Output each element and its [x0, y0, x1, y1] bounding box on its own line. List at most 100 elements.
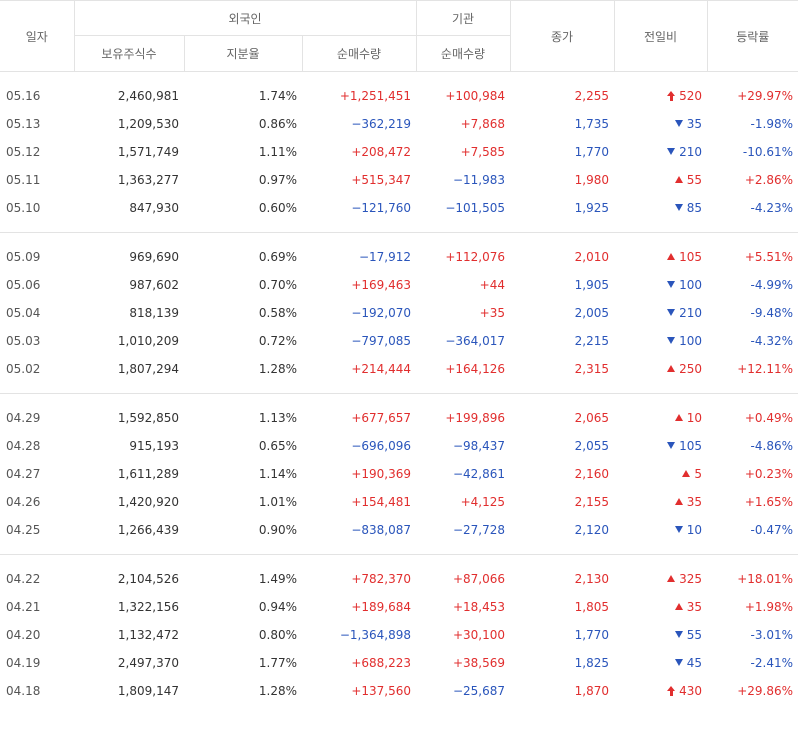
cell-holdings: 1,611,289 [117, 467, 179, 481]
arrow-up-icon [667, 686, 676, 696]
header-change: 전일비 [613, 0, 707, 72]
cell-date: 04.19 [6, 656, 41, 670]
cell-change: 325 [614, 555, 707, 594]
change-value: 10 [686, 411, 702, 425]
cell-holdings: 1,807,294 [74, 355, 184, 394]
cell-change: 55 [614, 621, 707, 649]
cell-close: 1,905 [574, 278, 609, 292]
table-row: 04.20 1,132,472 0.80% −1,364,898 +30,100 1,77… [0, 621, 798, 649]
header-share-ratio: 지분율 [183, 35, 302, 72]
cell-share-ratio: 1.13% [258, 411, 297, 425]
cell-share-ratio: 0.97% [258, 173, 297, 187]
cell-close: 2,130 [574, 572, 609, 586]
header-foreign-net: 순매수량 [301, 35, 416, 72]
investor-trading-table: 일자 외국인 기관 종가 전일비 등락률 보유주식수 지분율 순매수량 순매수량… [0, 0, 798, 705]
cell-foreign-net: −362,219 [351, 117, 411, 131]
cell-rate: +0.23% [744, 467, 793, 481]
cell-foreign-net: +189,684 [351, 600, 411, 614]
cell-change: 250 [614, 355, 707, 394]
cell-institution-net: +87,066 [452, 572, 505, 586]
cell-foreign-net: −17,912 [358, 250, 411, 264]
cell-holdings: 1,809,147 [117, 684, 179, 698]
header-institution-net: 순매수량 [415, 35, 510, 72]
cell-close: 1,770 [574, 145, 609, 159]
cell-rate: -0.47% [707, 516, 798, 555]
header-holdings: 보유주식수 [73, 35, 184, 72]
cell-rate: -2.41% [750, 656, 793, 670]
cell-close: 2,215 [574, 334, 609, 348]
table-row: 05.11 1,363,277 0.97% +515,347 −11,983 1,980 5… [0, 166, 798, 194]
table-row: 04.26 1,420,920 1.01% +154,481 +4,125 2,155 35… [0, 488, 798, 516]
change-value: 105 [679, 250, 702, 264]
cell-institution-net: +44 [479, 278, 505, 292]
triangle-up-icon [674, 414, 683, 421]
cell-institution-net: −364,017 [445, 334, 505, 348]
cell-holdings: 969,690 [129, 250, 179, 264]
cell-institution-net: −25,687 [452, 684, 505, 698]
cell-date: 05.12 [6, 145, 41, 159]
header-close: 종가 [509, 0, 614, 72]
cell-date: 05.16 [6, 89, 41, 103]
cell-foreign-net: +169,463 [351, 278, 411, 292]
cell-rate: -4.99% [750, 278, 793, 292]
change-value: 430 [679, 684, 702, 698]
cell-close: 2,065 [574, 411, 609, 425]
change-value: 520 [679, 89, 702, 103]
cell-date: 04.21 [6, 600, 41, 614]
cell-change: 10 [614, 394, 707, 433]
cell-holdings: 818,139 [129, 306, 179, 320]
change-value: 100 [679, 334, 702, 348]
cell-rate: +5.51% [744, 250, 793, 264]
cell-holdings: 1,363,277 [117, 173, 179, 187]
cell-holdings: 987,602 [129, 278, 179, 292]
table-row: 04.19 2,497,370 1.77% +688,223 +38,569 1,825 4… [0, 649, 798, 677]
cell-share-ratio: 0.72% [258, 334, 297, 348]
cell-change: 210 [614, 299, 707, 327]
cell-date: 05.11 [6, 173, 41, 187]
table-row: 05.12 1,571,749 1.11% +208,472 +7,585 1,770 21… [0, 138, 798, 166]
cell-institution-net: +199,896 [445, 411, 505, 425]
cell-close: 1,980 [574, 173, 609, 187]
cell-share-ratio: 1.11% [258, 145, 297, 159]
cell-change: 100 [614, 271, 707, 299]
cell-share-ratio: 0.60% [184, 194, 302, 233]
cell-foreign-net: +782,370 [351, 572, 411, 586]
table-row: 04.18 1,809,147 1.28% +137,560 −25,687 1,870 4… [0, 677, 798, 705]
header-institution: 기관 [415, 0, 510, 36]
cell-change: 85 [614, 194, 707, 233]
cell-close: 1,925 [510, 194, 614, 233]
header-rate: 등락률 [706, 0, 798, 72]
triangle-down-icon [667, 281, 676, 288]
cell-rate: -4.86% [750, 439, 793, 453]
cell-change: 45 [614, 649, 707, 677]
cell-holdings: 2,460,981 [117, 89, 179, 103]
cell-close: 2,120 [510, 516, 614, 555]
cell-foreign-net: +190,369 [351, 467, 411, 481]
cell-institution-net: −27,728 [416, 516, 510, 555]
cell-date: 05.06 [6, 278, 41, 292]
cell-rate: -1.98% [750, 117, 793, 131]
cell-date: 04.27 [6, 467, 41, 481]
triangle-up-icon [674, 498, 683, 505]
table-row: 04.27 1,611,289 1.14% +190,369 −42,861 2,160 5… [0, 460, 798, 488]
triangle-down-icon [674, 526, 683, 533]
triangle-down-icon [667, 337, 676, 344]
cell-share-ratio: 0.94% [258, 600, 297, 614]
cell-holdings: 2,497,370 [117, 656, 179, 670]
change-value: 100 [679, 278, 702, 292]
cell-change: 520 [614, 72, 707, 111]
cell-share-ratio: 0.80% [258, 628, 297, 642]
cell-holdings: 847,930 [74, 194, 184, 233]
cell-rate: -9.48% [750, 306, 793, 320]
table-header: 일자 외국인 기관 종가 전일비 등락률 보유주식수 지분율 순매수량 순매수량 [0, 0, 798, 72]
cell-rate: +0.49% [744, 411, 793, 425]
cell-institution-net: +7,868 [460, 117, 505, 131]
cell-close: 2,010 [574, 250, 609, 264]
cell-date: 05.09 [6, 250, 41, 264]
cell-institution-net: −11,983 [452, 173, 505, 187]
cell-rate: +12.11% [707, 355, 798, 394]
table-row: 04.21 1,322,156 0.94% +189,684 +18,453 1,805 3… [0, 593, 798, 621]
cell-institution-net: −101,505 [416, 194, 510, 233]
triangle-up-icon [682, 470, 691, 477]
triangle-down-icon [674, 120, 683, 127]
